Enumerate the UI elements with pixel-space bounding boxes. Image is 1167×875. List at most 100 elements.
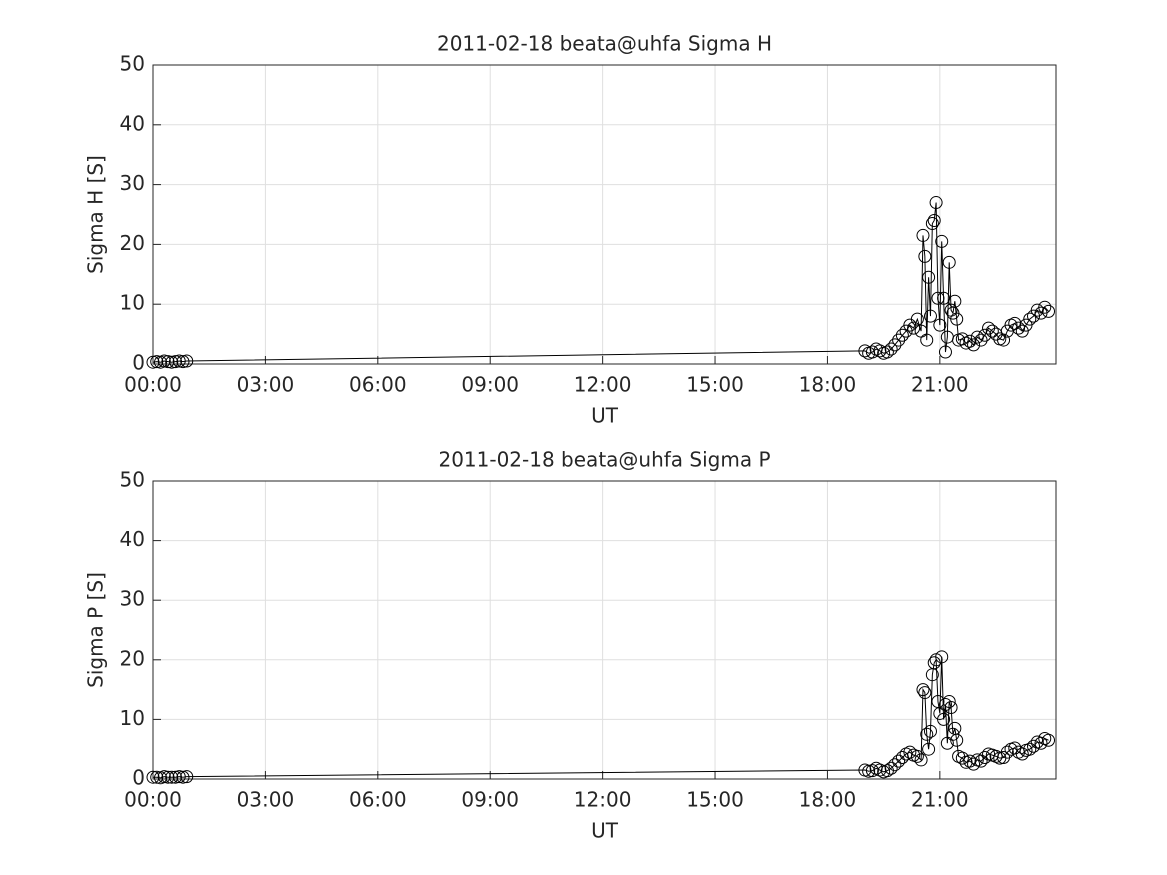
- data-marker: [172, 770, 186, 784]
- data-marker: [907, 321, 921, 335]
- y-tick-label: 10: [120, 291, 145, 315]
- data-marker: [161, 355, 175, 369]
- data-marker: [176, 770, 190, 784]
- x-tick-label: 03:00: [237, 373, 295, 397]
- y-axis-label: Sigma H [S]: [84, 155, 108, 274]
- x-tick-label: 09:00: [461, 788, 519, 812]
- y-tick-label: 40: [120, 527, 145, 551]
- data-marker: [165, 770, 179, 784]
- data-marker: [161, 770, 175, 784]
- x-tick-label: 18:00: [799, 788, 857, 812]
- data-marker: [923, 309, 937, 323]
- chart-title: 2011-02-18 beata@uhfa Sigma H: [437, 32, 772, 56]
- x-tick-label: 06:00: [349, 373, 407, 397]
- data-marker: [1000, 745, 1014, 759]
- data-marker: [157, 770, 171, 784]
- data-marker: [884, 761, 898, 775]
- data-marker: [942, 255, 956, 269]
- data-marker: [146, 770, 160, 784]
- data-marker: [916, 683, 930, 697]
- data-marker: [168, 355, 182, 369]
- y-axis-label: Sigma P [S]: [84, 572, 108, 688]
- data-marker: [985, 324, 999, 338]
- x-axis-label: UT: [591, 819, 619, 843]
- x-tick-label: 18:00: [799, 373, 857, 397]
- data-marker: [1023, 742, 1037, 756]
- data-marker: [884, 342, 898, 356]
- x-tick-label: 12:00: [574, 788, 632, 812]
- data-marker: [944, 700, 958, 714]
- data-marker: [176, 355, 190, 369]
- data-marker: [150, 355, 164, 369]
- data-marker: [937, 712, 951, 726]
- data-marker: [997, 333, 1011, 347]
- data-marker: [865, 345, 879, 359]
- data-marker: [948, 294, 962, 308]
- y-tick-label: 20: [120, 646, 145, 670]
- x-tick-label: 09:00: [461, 373, 519, 397]
- data-marker: [927, 213, 941, 227]
- data-marker: [929, 196, 943, 210]
- axes-box: [152, 64, 1057, 365]
- data-marker: [938, 345, 952, 359]
- data-marker: [955, 751, 969, 765]
- data-marker: [950, 733, 964, 747]
- data-marker: [935, 234, 949, 248]
- y-tick-label: 20: [120, 231, 145, 255]
- data-marker: [916, 228, 930, 242]
- data-marker: [1034, 736, 1048, 750]
- data-marker: [1030, 303, 1044, 317]
- x-tick-label: 12:00: [574, 373, 632, 397]
- data-marker: [888, 338, 902, 352]
- data-marker: [1038, 300, 1052, 314]
- data-marker: [978, 328, 992, 342]
- data-marker: [910, 749, 924, 763]
- x-tick-label: 00:00: [124, 373, 182, 397]
- data-marker: [146, 355, 160, 369]
- y-tick-label: 50: [120, 52, 145, 76]
- data-marker: [925, 216, 939, 230]
- data-marker: [933, 318, 947, 332]
- data-marker: [935, 650, 949, 664]
- y-tick-label: 40: [120, 111, 145, 135]
- data-marker: [892, 333, 906, 347]
- data-marker: [865, 764, 879, 778]
- x-tick-label: 21:00: [911, 788, 969, 812]
- data-marker: [974, 754, 988, 768]
- data-marker: [150, 770, 164, 784]
- plot-area: [153, 65, 1056, 364]
- data-marker: [180, 770, 194, 784]
- data-marker: [892, 754, 906, 768]
- data-marker: [922, 742, 936, 756]
- data-marker: [1042, 733, 1056, 747]
- data-marker: [157, 354, 171, 368]
- data-marker: [923, 724, 937, 738]
- data-marker: [942, 695, 956, 709]
- data-marker: [918, 686, 932, 700]
- data-marker: [914, 753, 928, 767]
- data-marker: [967, 338, 981, 352]
- data-marker: [920, 727, 934, 741]
- x-tick-label: 15:00: [686, 373, 744, 397]
- x-tick-label: 06:00: [349, 788, 407, 812]
- data-marker: [888, 758, 902, 772]
- data-marker: [955, 332, 969, 346]
- data-marker: [168, 770, 182, 784]
- y-tick-label: 0: [132, 351, 145, 375]
- data-marker: [903, 745, 917, 759]
- data-marker: [862, 764, 876, 778]
- y-tick-label: 50: [120, 468, 145, 492]
- data-marker: [970, 330, 984, 344]
- x-tick-label: 00:00: [124, 788, 182, 812]
- data-marker: [918, 249, 932, 263]
- data-marker: [974, 333, 988, 347]
- data-marker: [1012, 321, 1026, 335]
- x-tick-label: 21:00: [911, 373, 969, 397]
- data-marker: [920, 333, 934, 347]
- x-tick-label: 15:00: [686, 788, 744, 812]
- y-tick-label: 30: [120, 587, 145, 611]
- x-tick-label: 03:00: [237, 788, 295, 812]
- data-marker: [922, 270, 936, 284]
- data-marker: [950, 312, 964, 326]
